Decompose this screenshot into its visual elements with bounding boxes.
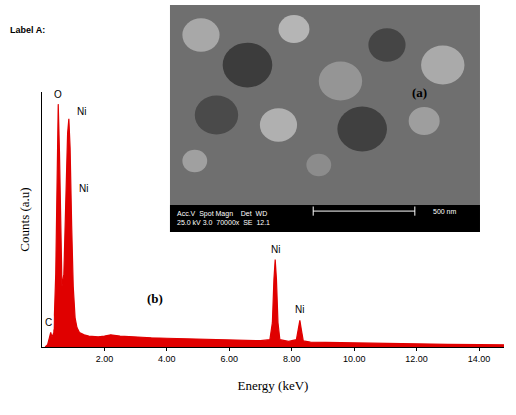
svg-text:Ni: Ni (295, 304, 304, 315)
svg-text:(a): (a) (412, 85, 427, 100)
svg-text:Energy (keV): Energy (keV) (238, 378, 309, 393)
svg-text:4.00: 4.00 (158, 354, 176, 364)
svg-text:Ni: Ni (271, 244, 280, 255)
svg-text:12.00: 12.00 (405, 354, 428, 364)
svg-text:500 nm: 500 nm (433, 208, 457, 215)
svg-text:Ni: Ni (77, 106, 86, 117)
svg-text:8.00: 8.00 (283, 354, 301, 364)
svg-text:10.00: 10.00 (343, 354, 366, 364)
svg-text:O: O (54, 89, 62, 100)
svg-text:Counts (a.u): Counts (a.u) (17, 187, 32, 251)
svg-text:6.00: 6.00 (221, 354, 239, 364)
svg-text:Acc.V Spot Magn Det WD25.: Acc.V Spot Magn Det WD25.0 kV 3.0 70000x… (177, 210, 270, 226)
svg-text:C: C (45, 317, 52, 328)
svg-text:14.00: 14.00 (468, 354, 491, 364)
svg-text:(b): (b) (147, 291, 163, 306)
svg-text:Label A:: Label A: (10, 25, 45, 35)
svg-text:2.00: 2.00 (96, 354, 114, 364)
svg-text:Ni: Ni (79, 183, 88, 194)
